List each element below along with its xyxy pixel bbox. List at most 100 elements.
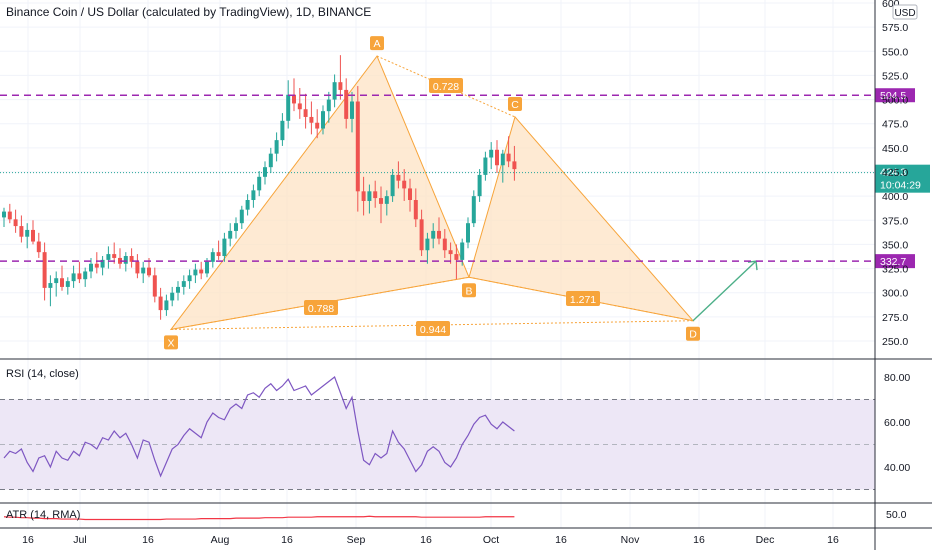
candle-body: [13, 219, 18, 227]
candle-body: [158, 296, 163, 311]
candle-body: [373, 191, 378, 199]
candle-body: [292, 94, 296, 104]
pattern-point-d: D: [689, 329, 697, 341]
candle-body: [222, 238, 227, 257]
candle-body: [355, 101, 360, 192]
candle-body: [344, 89, 349, 119]
candle-body: [193, 269, 198, 276]
x-tick-label: 16: [281, 534, 293, 546]
candle-body: [280, 120, 285, 141]
pattern-point-badge: [164, 335, 178, 350]
candle-body: [176, 286, 180, 293]
candle-body: [489, 149, 494, 158]
candle-body: [187, 275, 192, 282]
candle-body: [425, 238, 430, 251]
y-tick-label: 550.0: [882, 46, 908, 58]
candle-body: [466, 223, 470, 243]
atr-line: [3, 515, 515, 521]
horizontal-levels[interactable]: 424.310:04:29 504.5 332.7: [0, 88, 930, 269]
candle-body: [164, 300, 169, 311]
candle-body: [228, 230, 233, 239]
chart-title: Binance Coin / US Dollar (calculated by …: [6, 5, 371, 19]
level-price-badge: [875, 88, 915, 103]
candle-body: [274, 140, 279, 154]
candle-body: [65, 281, 70, 287]
candle-body: [448, 250, 453, 255]
y-tick-label: 375.0: [882, 215, 908, 227]
x-tick-label: Sep: [347, 534, 366, 546]
candle-body: [402, 180, 407, 189]
y-tick-label: 575.0: [882, 22, 908, 34]
candle-body: [141, 267, 146, 274]
pattern-point-badge: [370, 36, 384, 51]
candle-body: [361, 191, 366, 201]
candle-body: [19, 226, 24, 237]
candle-body: [129, 256, 134, 262]
bar-countdown-label: 10:04:29: [880, 180, 921, 192]
projection-arrow: [692, 260, 757, 322]
rsi-pane: 80.00 60.00 40.00: [0, 372, 910, 490]
candle-body: [83, 271, 88, 280]
candle-body: [338, 82, 343, 90]
x-tick-label: 16: [693, 534, 705, 546]
candle-body: [181, 281, 186, 287]
candle-body: [332, 82, 337, 100]
y-tick-label: 500.0: [882, 95, 908, 107]
level-price-label: 332.7: [880, 256, 906, 268]
pattern-point-c: C: [511, 99, 519, 111]
x-tick-label: 16: [827, 534, 839, 546]
candle-body: [454, 254, 459, 260]
candle-body: [286, 94, 291, 121]
candle-body: [48, 283, 53, 288]
candle-body: [506, 153, 511, 162]
x-tick-label: 16: [22, 534, 34, 546]
candles: [2, 55, 517, 320]
candle-body: [36, 241, 41, 253]
ratio-badge: [429, 78, 463, 93]
pattern-labels: X A B C D 0.728 0.788 1.271 0.944: [164, 36, 700, 350]
candle-body: [326, 99, 331, 112]
candle-body: [251, 190, 256, 201]
ratio-label: 1.271: [570, 294, 596, 306]
y-tick-label: 325.0: [882, 264, 908, 276]
candle-body: [199, 269, 204, 274]
y-tick-label: 275.0: [882, 312, 908, 324]
candle-body: [471, 196, 476, 224]
candle-body: [257, 176, 262, 191]
candle-body: [379, 198, 383, 204]
rsi-tick-label: 40.00: [884, 462, 910, 474]
pattern-point-badge: [462, 283, 476, 298]
candle-body: [54, 278, 59, 284]
y-tick-label: 525.0: [882, 70, 908, 82]
candle-body: [431, 230, 436, 239]
candle-body: [245, 200, 250, 210]
currency-button[interactable]: USD: [894, 8, 915, 19]
pattern-point-badge: [508, 96, 522, 111]
candle-body: [396, 174, 401, 181]
candle-body: [147, 267, 151, 276]
pattern-point-badge: [686, 326, 700, 341]
candle-body: [135, 261, 140, 274]
candle-body: [350, 101, 354, 119]
level-price-label: 504.5: [880, 90, 906, 102]
candle-body: [321, 111, 325, 129]
y-tick-label: 400.0: [882, 191, 908, 203]
candle-body: [477, 174, 482, 197]
currency-button-frame[interactable]: [892, 4, 918, 20]
candle-body: [42, 252, 47, 288]
current-price-badge: [875, 164, 930, 193]
candle-body: [60, 278, 64, 287]
candle-body: [419, 219, 424, 251]
candle-body: [512, 161, 517, 170]
candle-body: [106, 254, 111, 260]
ratio-badge: [416, 321, 450, 336]
y-tick-label: 250.0: [882, 336, 908, 348]
x-tick-label: Oct: [483, 534, 499, 546]
x-tick-label: Nov: [621, 534, 640, 546]
atr-tick-label: 50.0: [886, 509, 907, 521]
candle-body: [495, 149, 499, 166]
y-tick-label: 350.0: [882, 239, 908, 251]
candle-body: [239, 209, 244, 224]
